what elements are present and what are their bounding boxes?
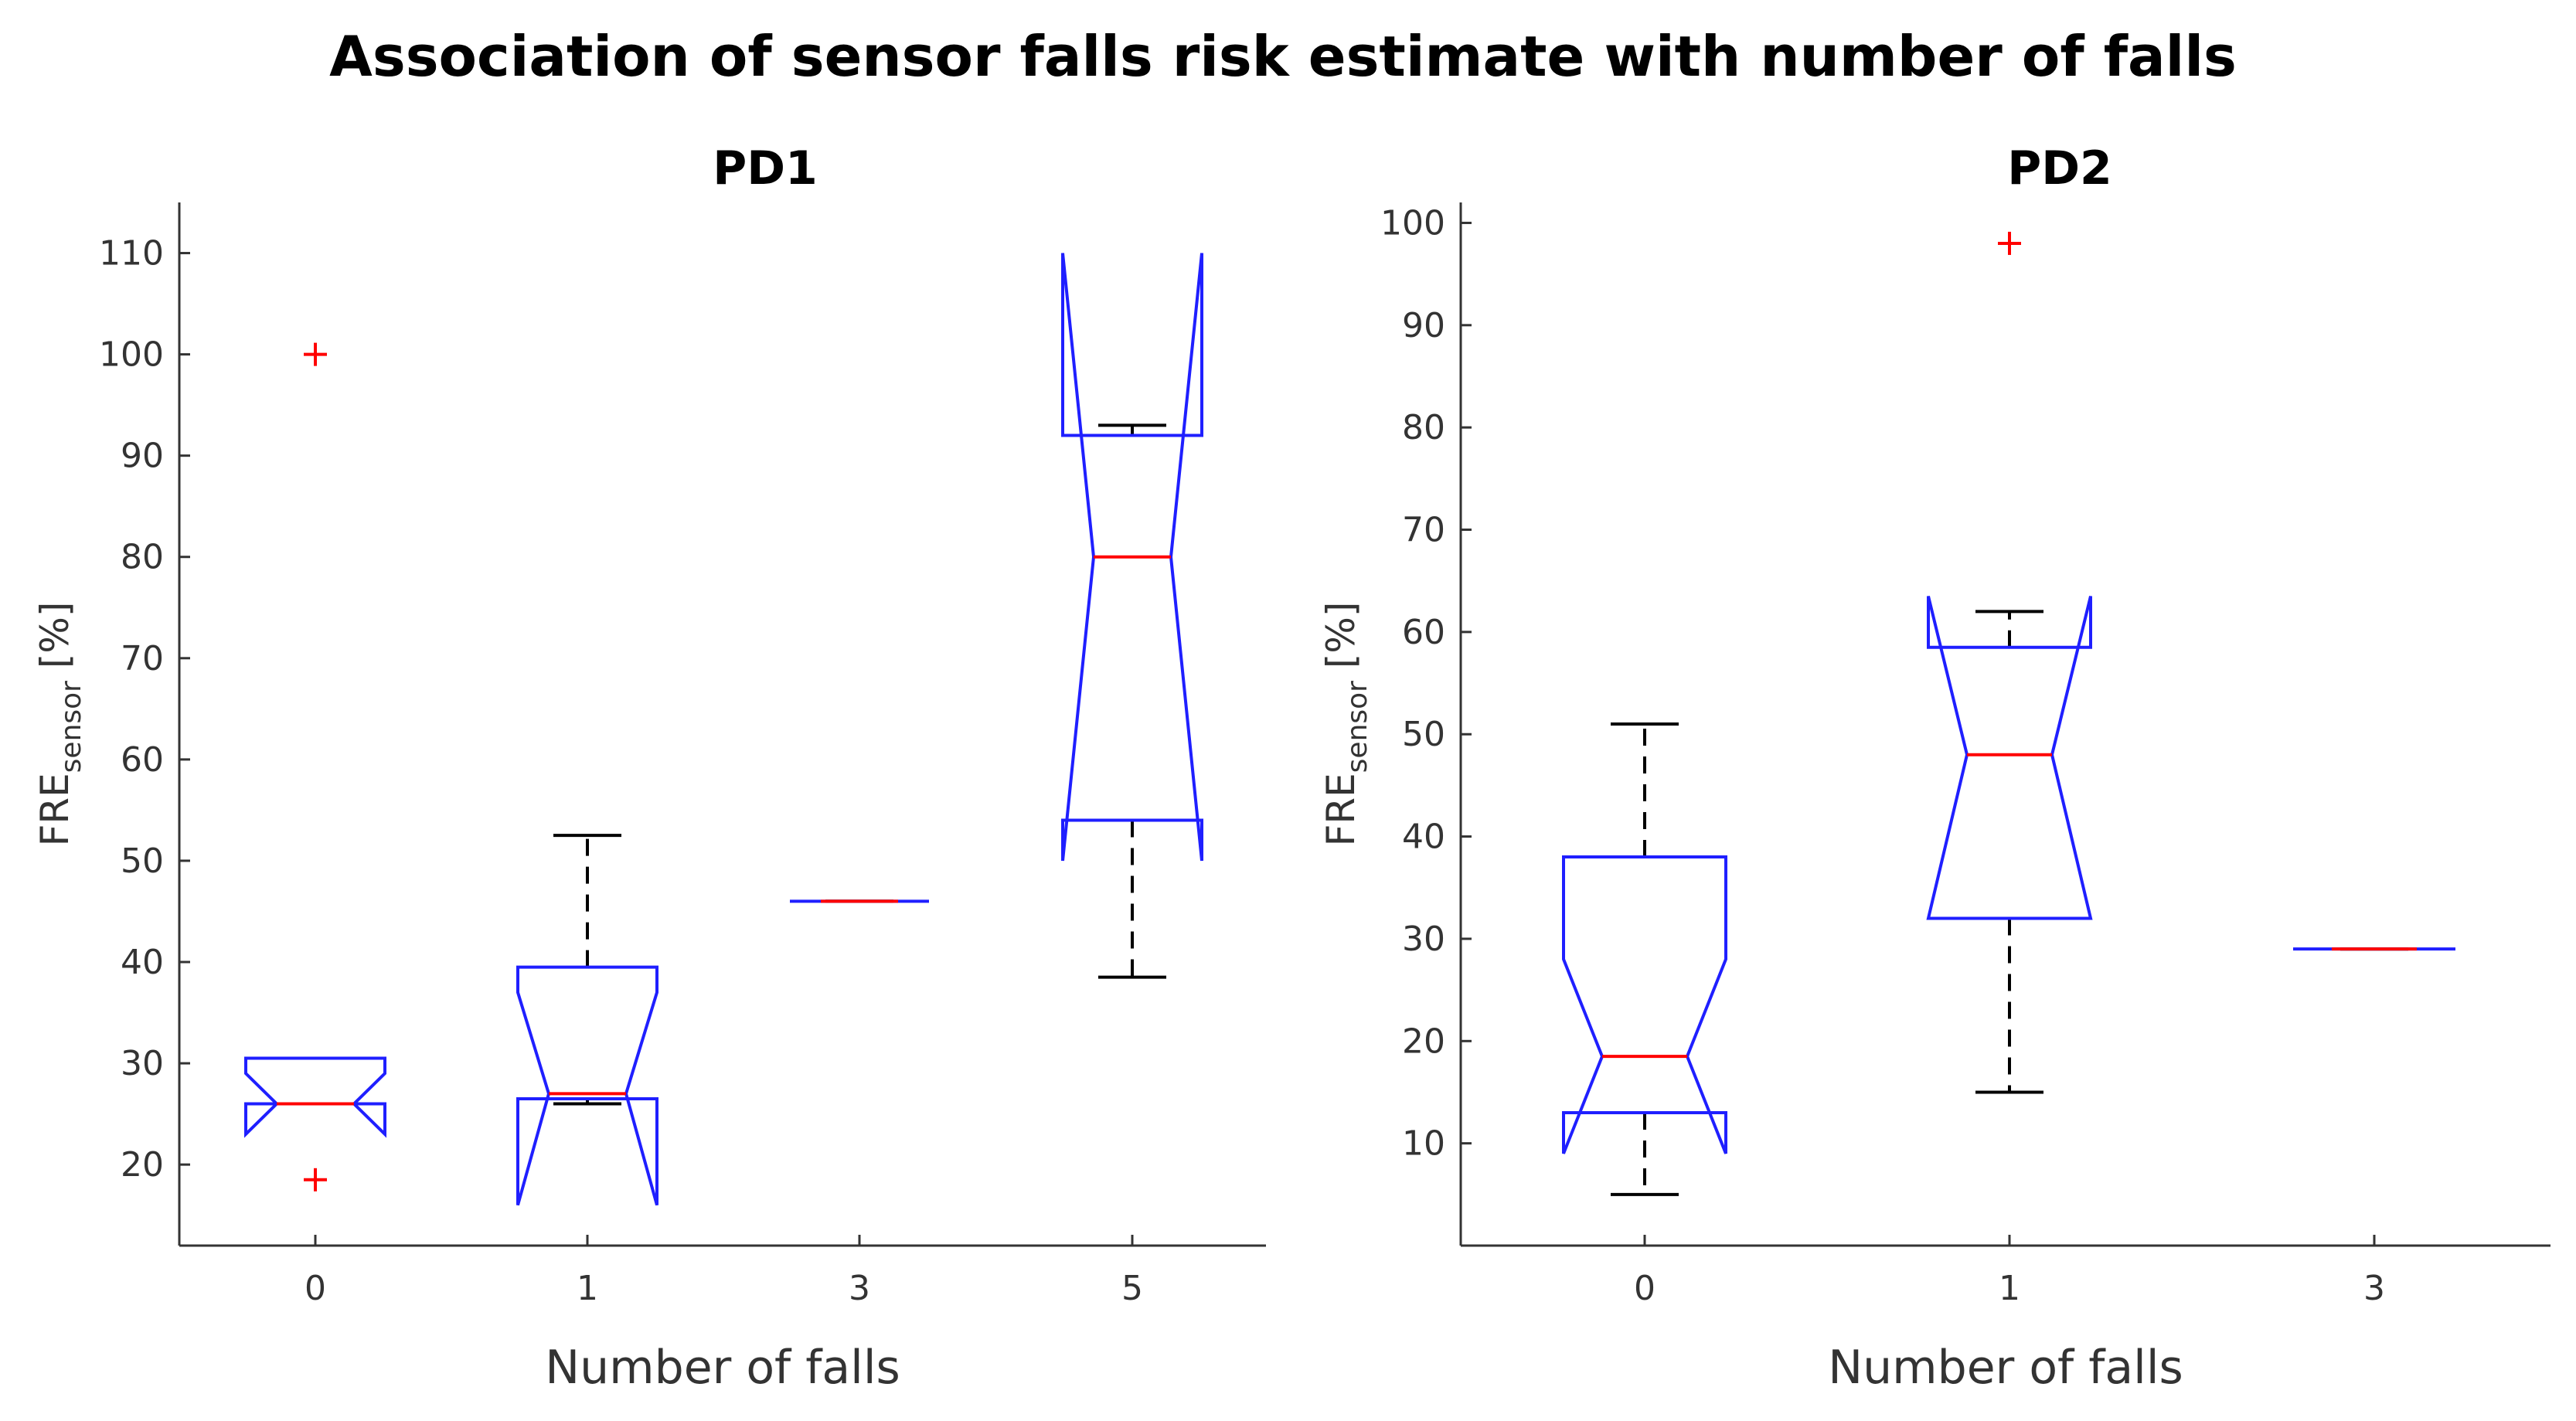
pd1-y-tick-label: 30 xyxy=(121,1044,164,1083)
pd2-cat-1-outlier xyxy=(1998,231,2021,255)
pd1-cat-1-box xyxy=(516,965,658,1206)
pd2-x-tick-label: 1 xyxy=(1999,1269,2020,1308)
panel-pd1: PD1 20 30 40 50 60 70 80 90 100 110 0 1 3 5 Number of f… xyxy=(32,141,1266,1395)
pd2-x-tick-label: 3 xyxy=(2363,1269,2385,1308)
pd2-y-tick-label: 30 xyxy=(1402,920,1445,959)
pd1-cat-5-box xyxy=(1061,253,1203,862)
pd2-y-tick-label: 70 xyxy=(1402,511,1445,550)
pd1-cat-0-outlier xyxy=(304,342,327,366)
y-label-main: FRE xyxy=(32,773,77,846)
pd1-y-label: FREsensor [%] xyxy=(32,602,87,847)
pd1-x-label: Number of falls xyxy=(545,1341,900,1395)
pd2-y-tick-label: 90 xyxy=(1402,306,1445,345)
pd1-x-tick-label: 1 xyxy=(577,1269,598,1308)
pd1-y-tick-label: 80 xyxy=(121,538,164,577)
pd2-y-tick-label: 50 xyxy=(1402,715,1445,754)
pd2-y-label: FREsensor [%] xyxy=(1319,602,1373,847)
pd1-y-tick-label: 70 xyxy=(121,639,164,678)
main-title: Association of sensor falls risk estimat… xyxy=(329,24,2237,89)
y-label-subscript: sensor xyxy=(56,681,87,773)
y-label-main: FRE xyxy=(1319,773,1363,846)
pd2-y-tick-label: 100 xyxy=(1380,203,1445,243)
pd1-x-tick-label: 0 xyxy=(305,1269,326,1308)
pd1-x-tick-label: 5 xyxy=(1121,1269,1143,1308)
pd1-y-tick-label: 100 xyxy=(99,335,164,375)
panel-pd2: PD2 10 20 30 40 50 60 70 80 90 100 0 1 3 Number of fal… xyxy=(1319,141,2550,1395)
pd1-y-tick-label: 40 xyxy=(121,943,164,982)
pd1-cat-0-box xyxy=(244,1056,386,1138)
pd1-y-tick-label: 50 xyxy=(121,841,164,881)
y-label-subscript: sensor xyxy=(1342,681,1373,773)
pd2-cat-1-box xyxy=(1926,596,2093,920)
pd2-y-tick-label: 20 xyxy=(1402,1022,1445,1061)
y-label-unit: [%] xyxy=(1319,602,1363,681)
pd1-x-tick-label: 3 xyxy=(849,1269,870,1308)
pd2-y-tick-label: 10 xyxy=(1402,1124,1445,1164)
pd1-title: PD1 xyxy=(713,141,818,195)
pd2-y-tick-label: 80 xyxy=(1402,408,1445,447)
pd2-y-tick-label: 60 xyxy=(1402,613,1445,652)
pd1-y-tick-label: 90 xyxy=(121,437,164,476)
pd1-y-tick-label: 20 xyxy=(121,1145,164,1185)
pd1-y-tick-label: 60 xyxy=(121,740,164,780)
pd2-x-tick-label: 0 xyxy=(1634,1269,1656,1308)
pd2-cat-0-box xyxy=(1562,855,1727,1154)
pd2-x-label: Number of falls xyxy=(1828,1341,2183,1395)
y-label-unit: [%] xyxy=(32,602,77,681)
pd1-cat-0-outlier xyxy=(304,1168,327,1192)
pd1-y-tick-label: 110 xyxy=(99,234,164,274)
pd2-y-tick-label: 40 xyxy=(1402,818,1445,857)
pd2-title: PD2 xyxy=(2007,141,2112,195)
